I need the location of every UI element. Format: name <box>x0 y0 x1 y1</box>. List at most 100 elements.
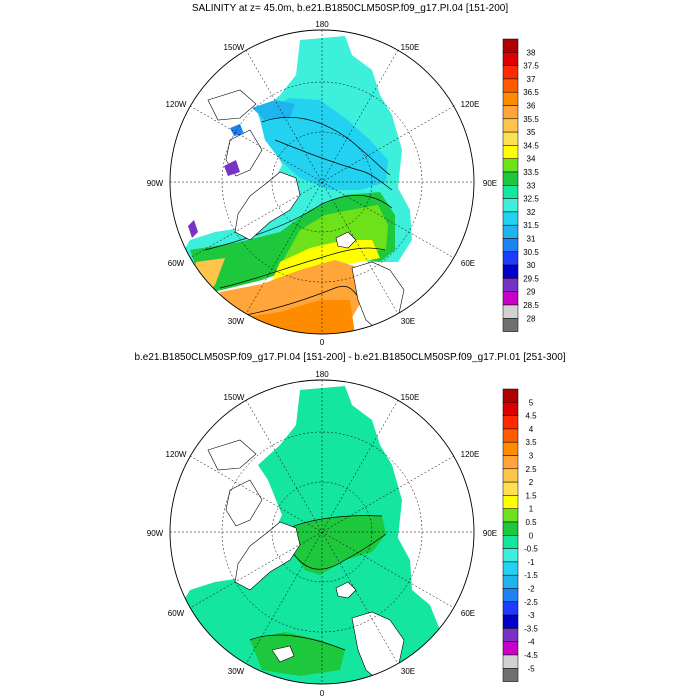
iceland-island <box>271 645 295 663</box>
top-colorbar-swatch <box>502 52 519 66</box>
top-colorbar-swatch <box>502 158 519 173</box>
lon-label-60e-b: 60E <box>461 609 475 618</box>
top-colorbar-tick-label: 29.5 <box>523 274 539 283</box>
central-basin-fresh <box>258 98 388 190</box>
top-colorbar-swatch <box>502 91 519 106</box>
top-colorbar-tick-label: 37.5 <box>523 62 539 71</box>
top-colorbar-swatch <box>502 118 519 133</box>
lon-label-150w: 150W <box>224 43 245 52</box>
lon-label-90e: 90E <box>483 179 497 188</box>
lon-label-150w-b: 150W <box>224 393 245 402</box>
top-colorbar-tick-label: 28 <box>527 314 536 323</box>
bottom-colorbar-tick-label: 0.5 <box>525 518 537 527</box>
bottom-colorbar-tick-label: 1 <box>529 505 534 514</box>
top-colorbar-tick-label: 35 <box>527 128 536 137</box>
top-colorbar-tick-label: 31 <box>527 235 536 244</box>
bottom-colorbar-swatch <box>502 428 519 443</box>
top-polar-map: 180 150E 120E 90E 60E 30E 0 30W 60W 90W … <box>147 20 497 347</box>
top-colorbar-tick-label: 33.5 <box>523 168 539 177</box>
top-colorbar-swatch <box>502 264 519 279</box>
top-colorbar-swatch <box>502 278 519 292</box>
bottom-colorbar-swatch <box>502 561 519 576</box>
coastal-blue-patch <box>230 124 244 136</box>
bottom-colorbar-swatch <box>502 388 519 403</box>
bottom-colorbar-swatch <box>502 641 519 656</box>
bottom-colorbar-tick-label: 1.5 <box>525 491 537 500</box>
lon-label-30w-b: 30W <box>228 667 245 676</box>
top-colorbar-swatch <box>502 185 519 199</box>
bottom-colorbar-swatch <box>502 468 519 483</box>
bottom-colorbar-tick-label: 3.5 <box>525 438 537 447</box>
top-colorbar-tick-label: 35.5 <box>523 115 539 124</box>
top-colorbar-swatch <box>502 105 519 120</box>
greenland-landmass <box>234 171 301 241</box>
baffin-fresh-patch <box>188 220 198 238</box>
lon-label-90e-b: 90E <box>483 529 497 538</box>
bottom-colorbar-tick-label: 5 <box>529 398 534 407</box>
bottom-graticule <box>170 380 474 684</box>
greenland-landmass-b <box>234 521 301 591</box>
bottom-colorbar-tick-label: -1.5 <box>524 571 538 580</box>
bottom-colorbar-tick-label: 4 <box>529 425 534 434</box>
lon-label-180: 180 <box>315 20 329 29</box>
lon-label-180-b: 180 <box>315 370 329 379</box>
bottom-colorbar-swatch <box>502 455 519 470</box>
bottom-colorbar-swatch <box>502 628 519 642</box>
lon-label-60e: 60E <box>461 259 475 268</box>
bottom-colorbar-swatch <box>502 654 519 669</box>
lon-label-120w: 120W <box>166 100 187 109</box>
difference-positive-patch <box>285 516 386 575</box>
bottom-colorbar-swatch <box>502 481 519 496</box>
top-colorbar-swatch <box>502 238 519 253</box>
svalbard-island-b <box>335 581 357 599</box>
top-colorbar-swatch <box>502 318 519 332</box>
bottom-colorbar-tick-label: 2 <box>529 478 534 487</box>
top-map-title: SALINITY at z= 45.0m, b.e21.B1850CLM50SP… <box>191 3 509 14</box>
top-colorbar-tick-label: 34 <box>527 155 536 164</box>
top-colorbar-tick-label: 34.5 <box>523 141 539 150</box>
bottom-colorbar-swatch <box>502 508 519 523</box>
lon-label-150e: 150E <box>401 43 420 52</box>
bottom-colorbar-tick-label: -2.5 <box>524 598 538 607</box>
top-colorbar-tick-label: 33 <box>527 181 536 190</box>
top-colorbar-swatch <box>502 38 519 53</box>
lon-label-30e-b: 30E <box>401 667 415 676</box>
top-colorbar-swatch <box>502 131 519 146</box>
top-colorbar-tick-label: 36.5 <box>523 88 539 97</box>
bottom-colorbar-swatch <box>502 441 519 456</box>
bottom-colorbar-swatch <box>502 574 519 589</box>
top-colorbar-swatch <box>502 198 519 213</box>
bottom-colorbar-tick-label: 3 <box>529 452 534 461</box>
bottom-colorbar-tick-label: -4.5 <box>524 651 538 660</box>
top-colorbar: 38 37.5 37 36.5 36 35.5 35 34.5 34 33.5 33 32.5 32 31… <box>502 38 539 332</box>
bottom-colorbar: 5 4.5 4 3.5 3 2.5 2 1.5 1 0.5 0 -0.5 -1 -1.5 -2 -2.5 -3 -… <box>502 388 538 682</box>
bottom-colorbar-swatch <box>502 415 519 430</box>
beaufort-fresh <box>252 100 295 120</box>
bottom-colorbar-tick-label: -3.5 <box>524 624 538 633</box>
bottom-colorbar-swatch <box>502 601 519 616</box>
top-colorbar-tick-label: 36 <box>527 102 536 111</box>
alaska-coast-b <box>207 439 257 471</box>
lon-label-120e-b: 120E <box>461 450 480 459</box>
bottom-colorbar-tick-label: -0.5 <box>524 545 538 554</box>
bottom-colorbar-swatch <box>502 588 519 603</box>
lon-label-60w: 60W <box>168 259 185 268</box>
bottom-colorbar-tick-label: 2.5 <box>525 465 537 474</box>
top-colorbar-tick-label: 37 <box>527 75 536 84</box>
bottom-colorbar-tick-label: 4.5 <box>525 412 537 421</box>
bottom-colorbar-tick-label: -2 <box>527 585 535 594</box>
top-colorbar-swatch <box>502 145 519 159</box>
top-colorbar-tick-label: 32 <box>527 208 536 217</box>
lon-label-0: 0 <box>320 338 325 347</box>
bottom-polar-map: 180 150E 120E 90E 60E 30E 0 30W 60W 90W … <box>147 370 497 698</box>
bottom-colorbar-swatch <box>502 548 519 563</box>
top-colorbar-tick-label: 28.5 <box>523 301 539 310</box>
canadian-archipelago-b <box>225 479 263 527</box>
bottom-colorbar-swatch <box>502 402 519 416</box>
top-colorbar-tick-label: 31.5 <box>523 221 539 230</box>
bottom-colorbar-swatch <box>502 521 519 536</box>
lon-label-120w-b: 120W <box>166 450 187 459</box>
top-colorbar-swatch <box>502 211 519 226</box>
top-colorbar-swatch <box>502 78 519 93</box>
lon-label-90w: 90W <box>147 179 164 188</box>
